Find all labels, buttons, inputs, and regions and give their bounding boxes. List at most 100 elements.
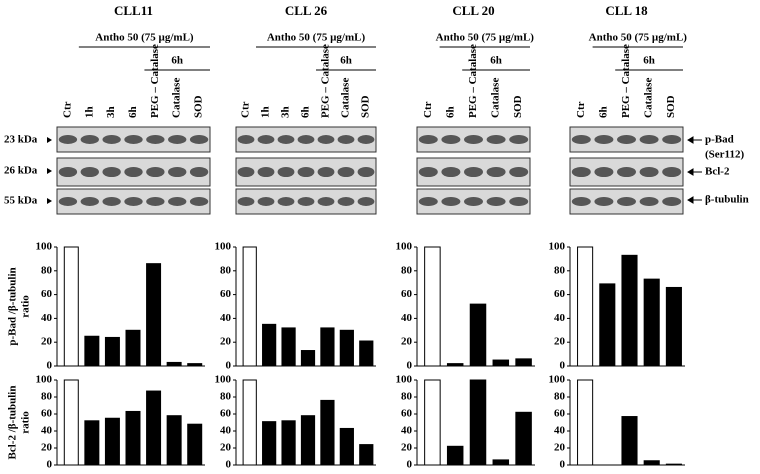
blot-band	[146, 166, 165, 178]
blot-band	[617, 197, 636, 206]
bar	[104, 336, 120, 367]
blot-band	[80, 197, 99, 206]
y-tick-label: 60	[220, 408, 232, 420]
blot-band	[509, 166, 529, 178]
bar	[339, 427, 354, 466]
bar	[446, 445, 464, 466]
y-tick-label: 60	[41, 288, 53, 300]
y-tick-label: 20	[220, 442, 232, 454]
blot-band	[594, 166, 614, 178]
bar	[424, 246, 441, 367]
bar	[146, 263, 162, 367]
arrowhead	[687, 136, 694, 144]
blot-band	[441, 166, 461, 178]
bar	[281, 420, 296, 466]
y-tick-label: 60	[220, 288, 232, 300]
blot-band	[146, 135, 165, 144]
y-tick-label: 100	[36, 241, 53, 253]
blot-band	[464, 166, 483, 178]
bar	[469, 379, 487, 466]
y-tick-label: 0	[560, 459, 566, 471]
y-tick-label: 0	[407, 360, 413, 372]
lane-label: PEG – Catalase	[467, 44, 479, 118]
marker-label: 23 kDa	[4, 134, 38, 146]
blot-band	[277, 197, 295, 206]
blot-band	[464, 197, 483, 206]
y-tick-label: 80	[554, 391, 566, 403]
blot-band	[58, 135, 78, 144]
panel-title: CLL 26	[285, 3, 328, 18]
bar	[643, 278, 660, 367]
y-tick-label: 100	[215, 241, 232, 253]
lane-label: Catalase	[643, 78, 655, 118]
blot-band	[509, 197, 529, 206]
y-tick-label: 40	[220, 312, 232, 324]
bar	[84, 420, 100, 466]
bar	[63, 246, 79, 367]
arrowhead	[47, 168, 52, 174]
blot-band	[571, 135, 591, 144]
y-tick-label: 100	[215, 374, 232, 386]
y-tick-label: 0	[226, 459, 232, 471]
blot-band	[617, 166, 636, 178]
treatment-label: Antho 50 (75 µg/mL)	[95, 32, 194, 44]
lane-label: SOD	[360, 95, 372, 118]
bar	[262, 323, 277, 367]
y-tick-label: 40	[554, 312, 566, 324]
bar	[665, 463, 682, 466]
blot-band	[662, 135, 682, 144]
blot-band	[357, 197, 375, 206]
blot-band	[337, 135, 355, 144]
y-tick-label: 80	[401, 264, 413, 276]
lane-label: PEG – Catalase	[149, 44, 161, 118]
blot-band	[168, 166, 187, 178]
bar	[492, 359, 510, 367]
lane-label: Ctr	[240, 101, 252, 118]
blot-band	[662, 166, 682, 178]
bar	[359, 340, 374, 367]
blot-band	[317, 135, 335, 144]
blot-band	[297, 197, 315, 206]
lane-label: Catalase	[490, 78, 502, 118]
blot-band	[80, 135, 99, 144]
y-tick-label: 40	[41, 312, 53, 324]
lane-label: 6h	[300, 106, 312, 118]
bar	[187, 363, 203, 367]
blot-band	[639, 166, 659, 178]
lane-label: 6h	[597, 106, 609, 118]
blot-band	[418, 135, 438, 144]
lane-label: Ctr	[422, 101, 434, 118]
y-tick-label: 80	[220, 264, 232, 276]
blot-band	[418, 197, 438, 206]
bar	[643, 460, 660, 466]
blot-band	[237, 197, 255, 206]
blot-band	[571, 166, 591, 178]
y-axis-label: ratio	[20, 411, 32, 434]
y-tick-label: 40	[401, 425, 413, 437]
y-tick-label: 100	[396, 241, 413, 253]
bar	[187, 423, 203, 466]
y-tick-label: 40	[41, 425, 53, 437]
bar	[320, 327, 335, 367]
lane-label: Ctr	[61, 101, 73, 118]
y-axis-label: ratio	[20, 295, 32, 318]
blot-band	[509, 135, 529, 144]
bar	[492, 459, 510, 466]
marker-arrows	[47, 137, 52, 204]
blot-band	[486, 166, 506, 178]
y-tick-label: 20	[401, 336, 413, 348]
blot-band	[357, 166, 375, 178]
bar	[300, 415, 316, 466]
blot-band	[257, 166, 275, 178]
lane-label: 6h	[444, 106, 456, 118]
y-tick-label: 0	[560, 360, 566, 372]
bar	[665, 286, 682, 367]
y-tick-label: 100	[549, 374, 566, 386]
treatment-label: Antho 50 (75 µg/mL)	[267, 32, 366, 44]
y-tick-label: 100	[36, 374, 53, 386]
blot-band	[124, 135, 143, 144]
blot-band	[297, 166, 315, 178]
protein-label: Bcl-2	[705, 166, 730, 178]
blot-band	[58, 197, 78, 206]
blot-band	[639, 135, 659, 144]
